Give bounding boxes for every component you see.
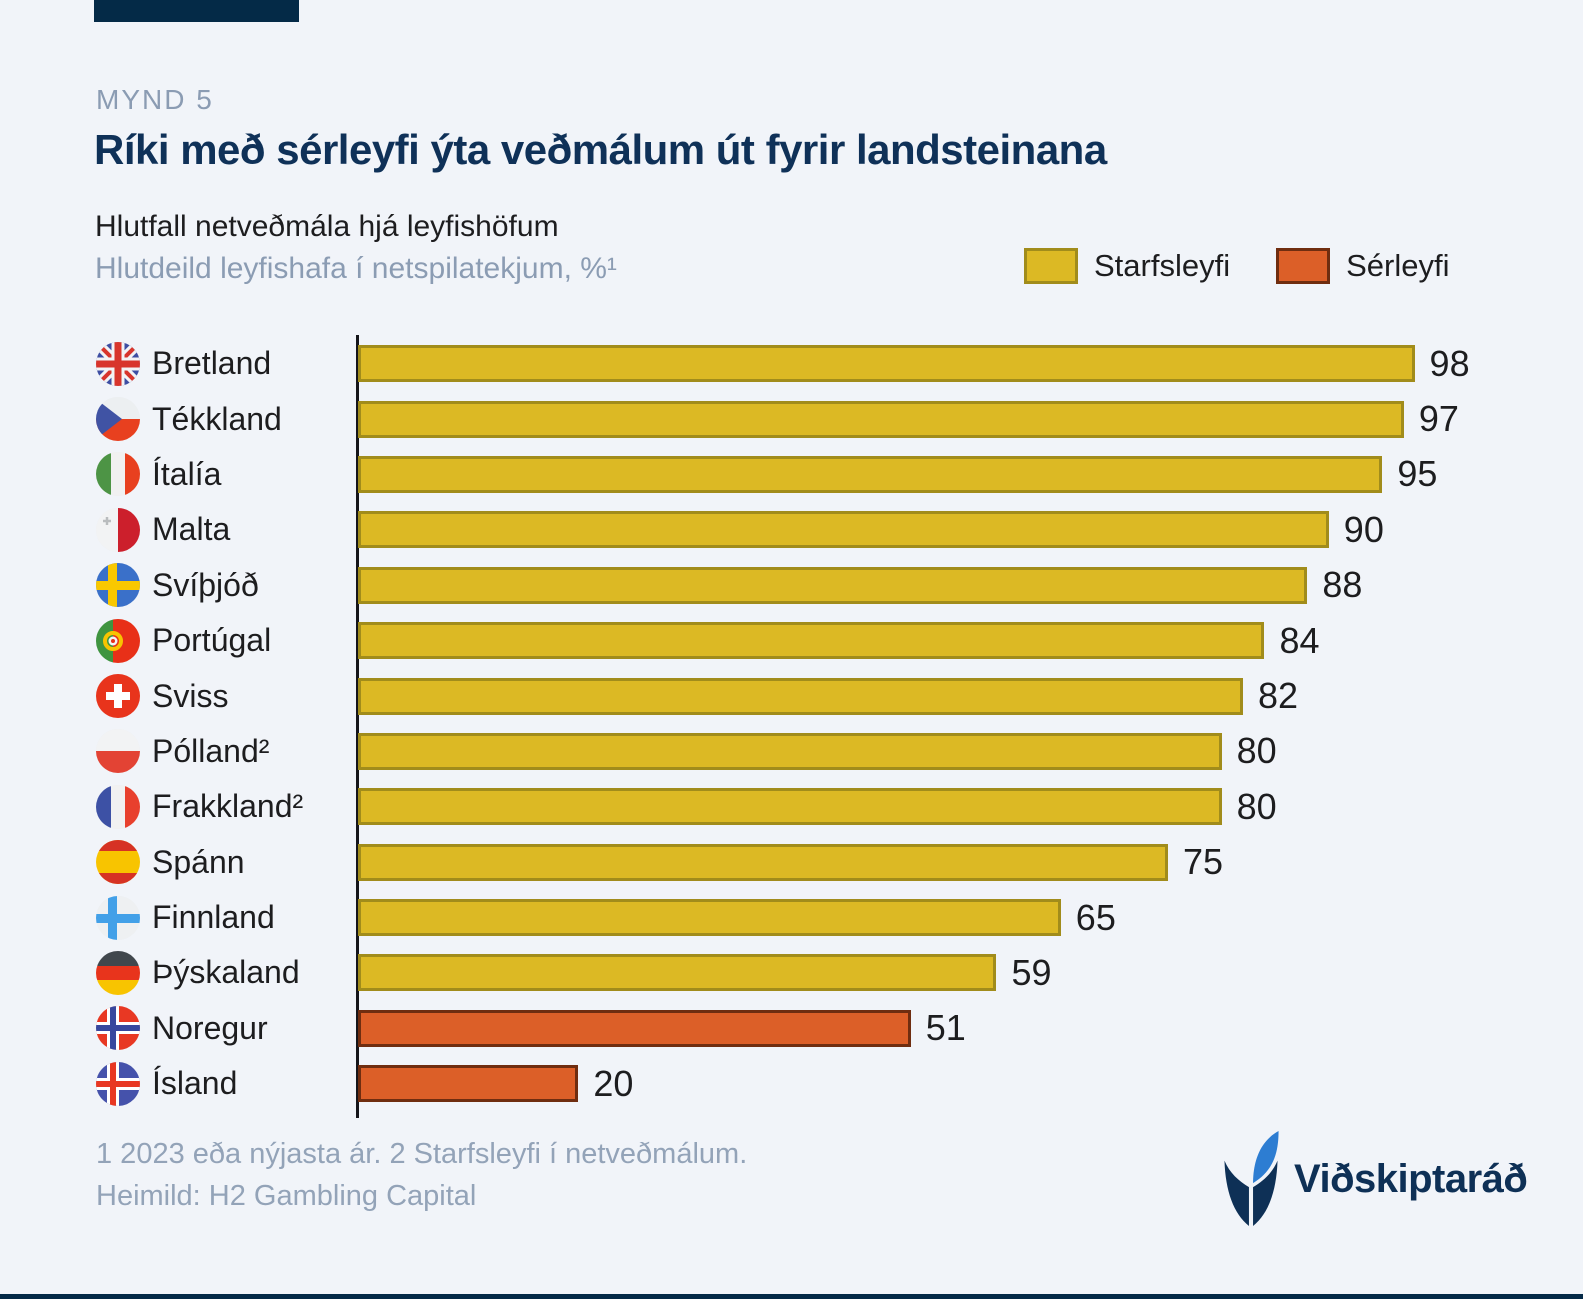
country-label: Noregur (152, 1009, 268, 1046)
value-label: 88 (1322, 564, 1363, 606)
country-label: Portúgal (152, 622, 272, 659)
country-label: Bretland (152, 345, 272, 382)
legend-swatch-orange-icon (1276, 248, 1331, 284)
country-label: Tékkland (152, 400, 282, 437)
chart-row: Frakkland² 80 (0, 779, 1583, 834)
vidskiptarad-logo: Viðskiptaráð (1222, 1130, 1528, 1228)
value-label: 59 (1011, 951, 1052, 993)
flag-iceland-icon (96, 1061, 140, 1106)
value-bar (358, 954, 997, 992)
country-label: Malta (152, 511, 231, 548)
country-label: Finnland (152, 899, 275, 936)
value-label: 97 (1418, 398, 1459, 440)
flag-spain-icon (96, 840, 140, 885)
country-label: Spánn (152, 843, 245, 880)
flag-finland-icon (96, 895, 140, 940)
bar-chart: Bretland 98 Tékkland 97 (0, 336, 1583, 1111)
footer-brand-strip (0, 1294, 1583, 1299)
chart-row: Svíþjóð 88 (0, 558, 1583, 613)
value-label: 90 (1343, 508, 1384, 550)
chart-row: Tékkland 97 (0, 391, 1583, 446)
y-axis-line (356, 335, 359, 1118)
subtitle-secondary: Hlutdeild leyfishafa í netspilatekjum, %… (95, 252, 617, 285)
flag-czech-icon (96, 397, 140, 442)
value-label: 51 (925, 1007, 966, 1049)
country-label: Sviss (152, 677, 229, 714)
flag-italy-icon (96, 452, 140, 497)
subtitle-primary: Hlutfall netveðmála hjá leyfishöfum (95, 210, 559, 243)
country-label: Ísland (152, 1065, 238, 1102)
flag-uk-icon (96, 341, 140, 386)
flag-malta-icon (96, 507, 140, 552)
value-label: 75 (1183, 841, 1224, 883)
value-bar (358, 677, 1244, 715)
value-bar (358, 1009, 911, 1047)
footnotes: 1 2023 eða nýjasta ár. 2 Starfsleyfi í n… (96, 1133, 747, 1217)
value-label: 65 (1075, 896, 1116, 938)
chart-row: Bretland 98 (0, 336, 1583, 391)
flag-portugal-icon (96, 618, 140, 663)
value-label: 82 (1258, 675, 1299, 717)
chart-row: Ísland 20 (0, 1056, 1583, 1111)
legend-label: Starfsleyfi (1094, 248, 1231, 283)
value-bar (358, 1065, 579, 1103)
value-label: 80 (1236, 785, 1277, 827)
flag-norway-icon (96, 1006, 140, 1051)
chart-legend: Starfsleyfi Sérleyfi (1024, 248, 1449, 284)
chart-row: Finnland 65 (0, 890, 1583, 945)
header-brand-block (94, 0, 299, 22)
chart-row: Þýskaland 59 (0, 945, 1583, 1000)
value-label: 84 (1279, 619, 1320, 661)
chart-row: Spánn 75 (0, 835, 1583, 890)
value-bar (358, 899, 1061, 937)
flag-poland-icon (96, 729, 140, 774)
chart-row: Sviss 82 (0, 668, 1583, 723)
value-label: 80 (1236, 730, 1277, 772)
flag-france-icon (96, 784, 140, 829)
country-label: Pólland² (152, 732, 270, 769)
legend-label: Sérleyfi (1346, 248, 1450, 283)
legend-swatch-yellow-icon (1024, 248, 1078, 284)
source-line: Heimild: H2 Gambling Capital (96, 1180, 477, 1212)
value-bar (358, 843, 1168, 881)
country-label: Þýskaland (152, 954, 300, 991)
chart-row: Pólland² 80 (0, 724, 1583, 779)
value-bar (358, 400, 1404, 438)
value-label: 98 (1429, 342, 1470, 384)
country-label: Ítalía (152, 455, 222, 492)
value-label: 95 (1397, 453, 1438, 495)
value-bar (358, 455, 1383, 493)
flag-switzerland-icon (96, 674, 140, 719)
value-bar (358, 345, 1415, 383)
legend-item-starfsleyfi: Starfsleyfi (1024, 248, 1230, 284)
legend-item-serleyfi: Sérleyfi (1276, 248, 1449, 284)
value-bar (358, 566, 1308, 604)
value-bar (358, 622, 1265, 660)
footnote-line: 1 2023 eða nýjasta ár. 2 Starfsleyfi í n… (96, 1138, 748, 1170)
chart-row: Malta 90 (0, 502, 1583, 557)
value-bar (358, 788, 1222, 826)
logo-text: Viðskiptaráð (1294, 1156, 1528, 1201)
vidskiptarad-logo-mark-icon (1224, 1131, 1279, 1226)
flag-sweden-icon (96, 563, 140, 608)
value-label: 20 (593, 1062, 634, 1104)
country-label: Svíþjóð (152, 566, 259, 603)
value-bar (358, 511, 1329, 549)
figure-number: MYND 5 (96, 84, 214, 115)
country-label: Frakkland² (152, 788, 304, 825)
chart-row: Ítalía 95 (0, 447, 1583, 502)
page-title: Ríki með sérleyfi ýta veðmálum út fyrir … (94, 126, 1107, 173)
chart-row: Noregur 51 (0, 1001, 1583, 1056)
flag-germany-icon (96, 950, 140, 995)
chart-row: Portúgal 84 (0, 613, 1583, 668)
value-bar (358, 732, 1222, 770)
